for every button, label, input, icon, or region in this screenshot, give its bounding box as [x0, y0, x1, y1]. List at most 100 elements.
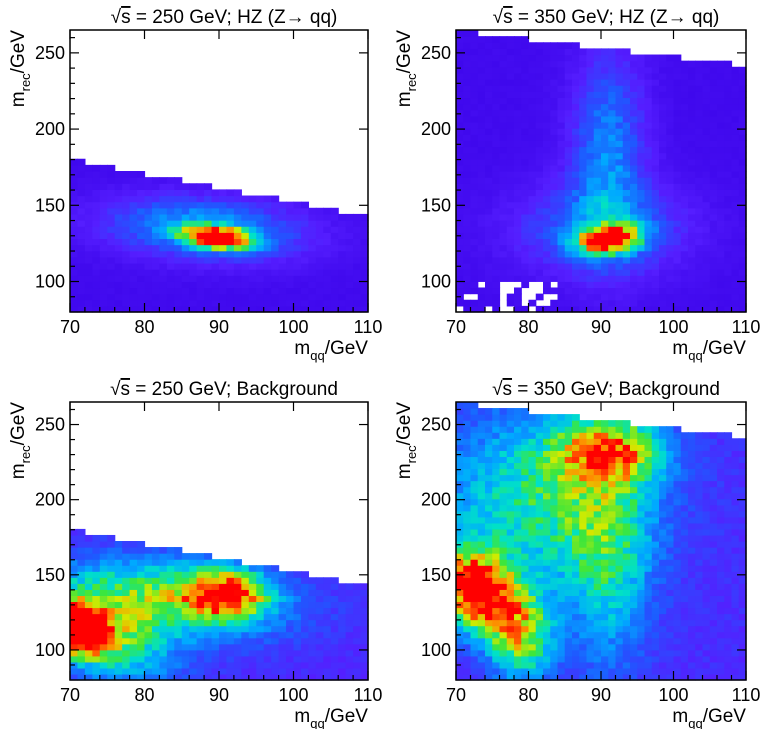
- heatmap-cell: [601, 54, 609, 62]
- heatmap-cell: [470, 164, 479, 172]
- heatmap-cell: [144, 287, 153, 295]
- heatmap-cell: [615, 468, 624, 476]
- heatmap-cell: [738, 281, 747, 289]
- heatmap-cell: [241, 226, 250, 233]
- heatmap-cell: [271, 305, 280, 313]
- heatmap-cell: [586, 619, 595, 627]
- heatmap-cell: [256, 250, 265, 258]
- heatmap-cell: [528, 171, 537, 178]
- heatmap-cell: [622, 486, 631, 494]
- heatmap-cell: [499, 577, 508, 584]
- heatmap-cell: [608, 625, 617, 633]
- heatmap-cell: [651, 60, 660, 68]
- heatmap-cell: [521, 226, 530, 233]
- heatmap-cell: [499, 109, 508, 117]
- sqrt-symbol: √: [110, 379, 121, 400]
- heatmap-cell: [680, 134, 689, 141]
- heatmap-cell: [535, 79, 544, 86]
- heatmap-cell: [345, 220, 354, 227]
- heatmap-cell: [211, 220, 220, 227]
- heatmap-cell: [456, 534, 464, 542]
- heatmap-cell: [731, 79, 740, 86]
- heatmap-cell: [564, 287, 573, 295]
- heatmap-cell: [579, 450, 588, 457]
- heatmap-cell: [586, 637, 595, 645]
- heatmap-cell: [107, 220, 116, 227]
- heatmap-cell: [622, 619, 631, 627]
- heatmap-cell: [586, 528, 595, 536]
- heatmap-cell: [528, 643, 537, 651]
- heatmap-cell: [353, 667, 362, 675]
- heatmap-cell: [456, 97, 464, 105]
- heatmap-cell: [174, 244, 183, 252]
- heatmap-cell: [506, 66, 515, 74]
- heatmap-cell: [263, 625, 272, 633]
- heatmap-cell: [107, 238, 116, 246]
- heatmap-cell: [506, 269, 515, 276]
- heatmap-cell: [622, 54, 631, 62]
- heatmap-cell: [630, 504, 638, 512]
- heatmap-cell: [286, 583, 295, 590]
- heatmap-cell: [463, 649, 472, 657]
- heatmap-cell: [477, 541, 486, 548]
- heatmap-cell: [151, 183, 160, 190]
- heatmap-cell: [521, 262, 530, 270]
- heatmap-cell: [137, 637, 146, 645]
- heatmap-cell: [226, 220, 235, 227]
- heatmap-cell: [477, 486, 486, 494]
- heatmap-cell: [293, 667, 302, 675]
- heatmap-cell: [688, 577, 696, 584]
- heatmap-cell: [630, 140, 638, 148]
- y-axis-label: mrec/GeV: [8, 402, 33, 480]
- heatmap-cell: [673, 601, 682, 609]
- heatmap-cell: [286, 643, 295, 651]
- heatmap-cell: [181, 269, 190, 276]
- heatmap-cell: [485, 275, 493, 282]
- heatmap-cell: [557, 238, 566, 246]
- heatmap-cell: [226, 595, 235, 603]
- heatmap-cell: [724, 189, 733, 197]
- heatmap-cell: [330, 275, 339, 282]
- heatmap-cell: [506, 183, 515, 190]
- heatmap-cell: [463, 444, 472, 451]
- heatmap-cell: [608, 468, 617, 476]
- heatmap-cell: [615, 220, 624, 227]
- heatmap-cell: [499, 128, 508, 135]
- heatmap-cell: [731, 97, 740, 105]
- heatmap-cell: [92, 287, 101, 295]
- heatmap-cell: [644, 468, 653, 476]
- y-axis-label: mrec/GeV: [8, 30, 33, 108]
- heatmap-cell: [717, 140, 725, 148]
- heatmap-cell: [528, 456, 537, 464]
- heatmap-cell: [630, 595, 638, 603]
- heatmap-cell: [615, 541, 624, 548]
- heatmap-cell: [477, 547, 486, 554]
- heatmap-cell: [159, 619, 168, 627]
- heatmap-cell: [673, 262, 682, 270]
- heatmap-cell: [315, 583, 324, 590]
- heatmap-cell: [608, 60, 617, 68]
- heatmap-cell: [579, 183, 588, 190]
- heatmap-cell: [586, 625, 595, 633]
- heatmap-cell: [622, 152, 631, 160]
- heatmap-cell: [159, 305, 168, 313]
- heatmap-cell: [353, 250, 362, 258]
- heatmap-cell: [572, 450, 580, 457]
- heatmap-cell: [248, 673, 257, 681]
- heatmap-cell: [666, 438, 675, 445]
- heatmap-cell: [637, 183, 646, 190]
- heatmap-cell: [535, 213, 544, 221]
- heatmap-cell: [485, 432, 493, 439]
- heatmap-cell: [360, 293, 369, 301]
- heatmap-cell: [92, 226, 101, 233]
- heatmap-cell: [241, 673, 250, 681]
- heatmap-cell: [608, 66, 617, 74]
- heatmap-cell: [615, 226, 624, 233]
- heatmap-cell: [330, 244, 339, 252]
- heatmap-cell: [651, 498, 660, 506]
- heatmap-cell: [211, 232, 220, 240]
- heatmap-cell: [256, 631, 265, 639]
- heatmap-cell: [300, 577, 309, 584]
- heatmap-cell: [579, 595, 588, 603]
